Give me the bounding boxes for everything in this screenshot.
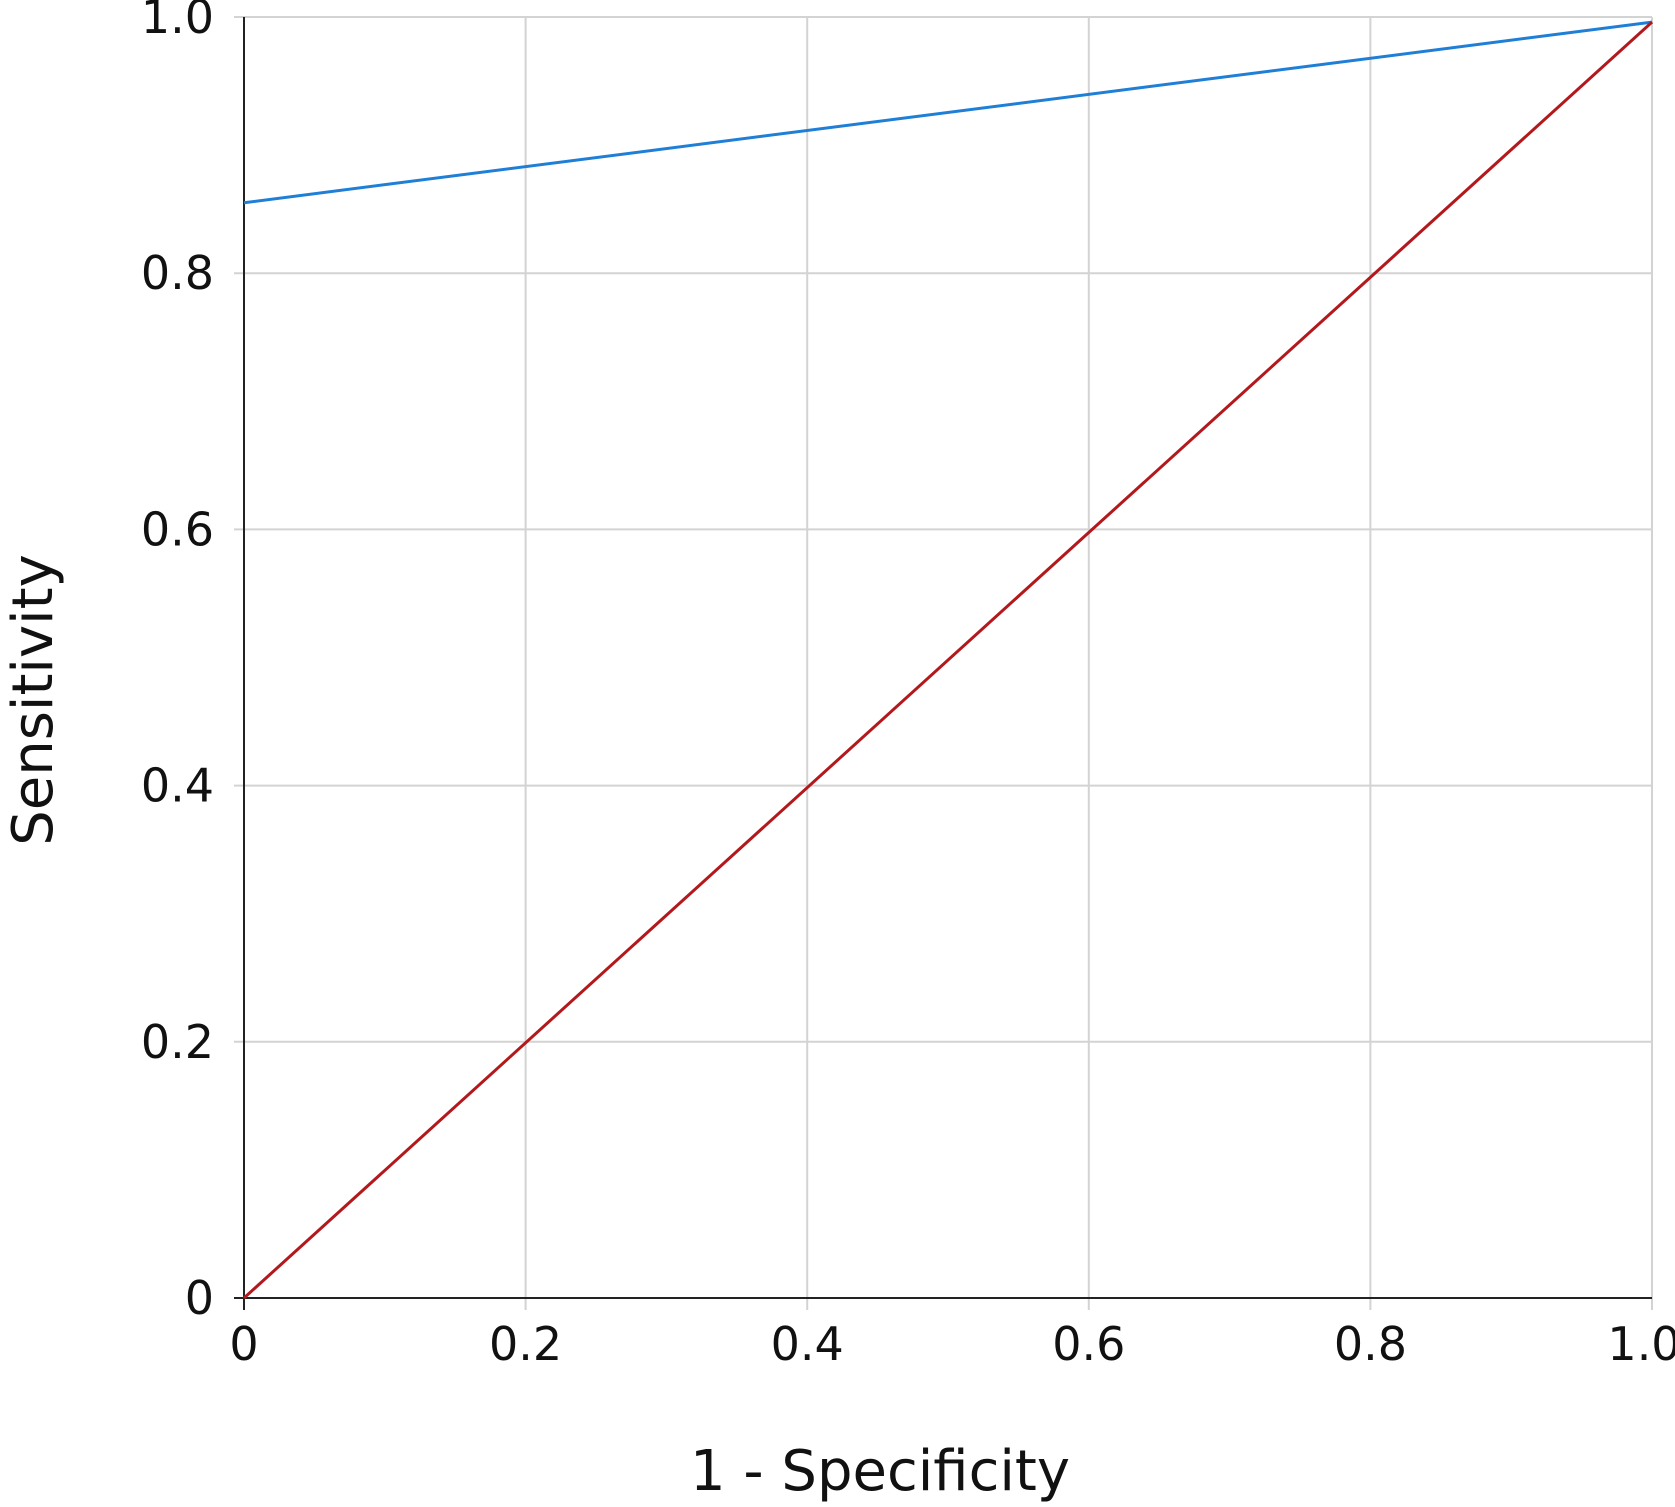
y-tick-label: 0 [185,1271,214,1325]
x-tick-labels: 0 0.2 0.4 0.6 0.8 1.0 [229,1317,1675,1371]
y-tick-labels: 0 0.2 0.4 0.6 0.8 1.0 [141,0,214,1325]
y-axis-title: Sensitivity [1,554,66,846]
x-tick-label: 0.6 [1052,1317,1125,1371]
x-axis-title: 1 - Specificity [690,1439,1070,1504]
y-tick-label: 0.8 [141,246,214,300]
axes [234,17,1652,1310]
y-tick-label: 0.6 [141,502,214,556]
reference-diagonal-line [242,21,1654,1300]
x-tick-label: 0 [229,1317,258,1371]
roc-curve-line [243,20,1653,205]
y-tick-label: 0.4 [141,759,214,813]
y-tick-label: 1.0 [141,0,214,44]
x-tick-label: 0.4 [771,1317,844,1371]
x-tick-label: 1.0 [1607,1317,1675,1371]
y-tick-label: 0.2 [141,1015,214,1069]
grid-lines [234,16,1653,1310]
x-tick-label: 0.8 [1334,1317,1407,1371]
x-tick-label: 0.2 [489,1317,562,1371]
series-lines [242,20,1654,1300]
